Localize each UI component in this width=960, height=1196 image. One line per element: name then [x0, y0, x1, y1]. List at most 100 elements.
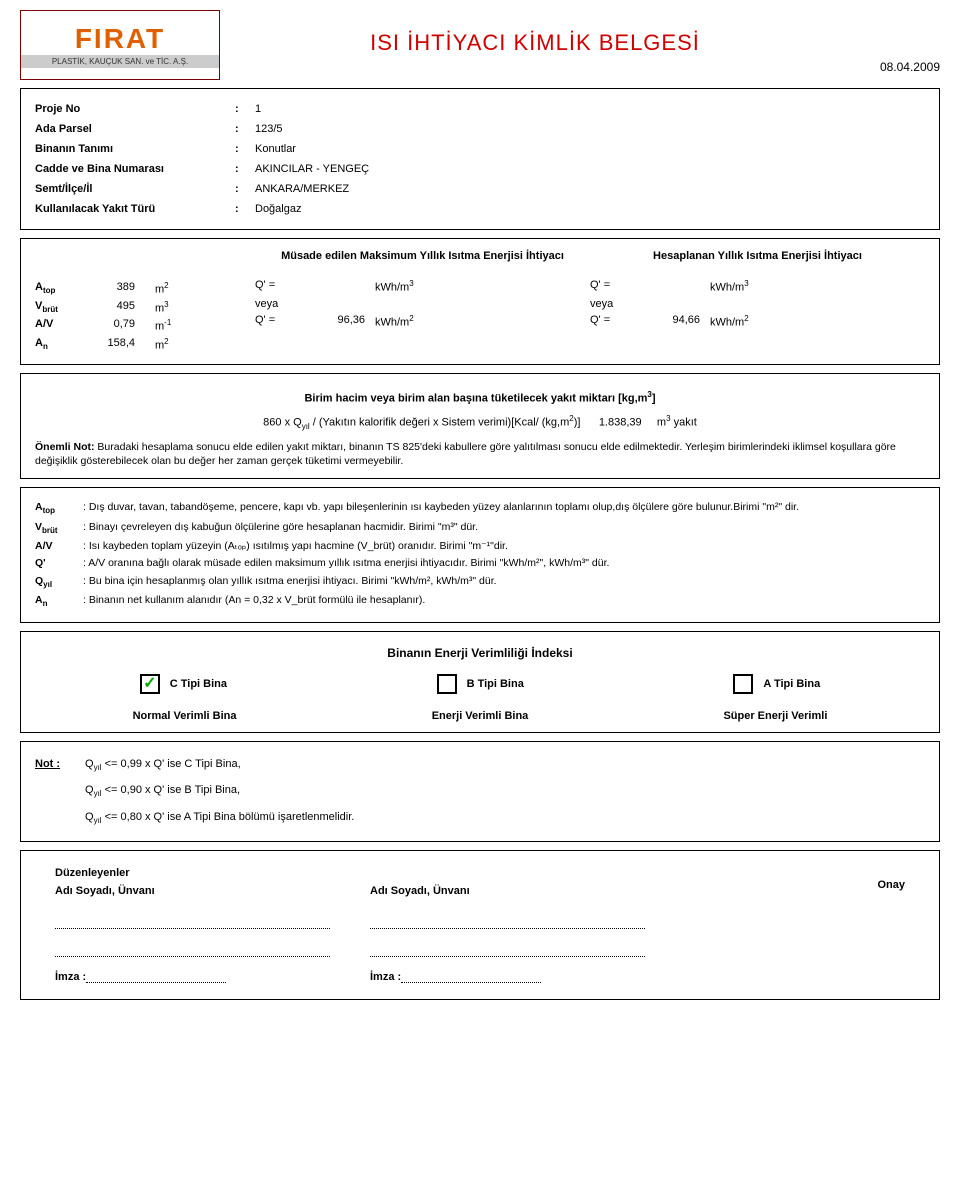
unit-atop: m2	[155, 281, 195, 296]
val-vbrut: 495	[85, 300, 155, 315]
index-b-sub: Enerji Verimli Bina	[432, 710, 529, 722]
doc-date: 08.04.2009	[850, 10, 940, 74]
q-label: Q' =	[255, 314, 315, 329]
q-label: Q' =	[255, 279, 315, 294]
index-c-sub: Normal Verimli Bina	[133, 710, 237, 722]
index-a: A Tipi Bina	[733, 674, 820, 694]
index-b: B Tipi Bina	[437, 674, 524, 694]
label-ada: Ada Parsel	[35, 123, 235, 135]
q-val-empty	[650, 279, 710, 294]
unit-av: m-1	[155, 318, 195, 333]
label-tanim: Binanın Tanımı	[35, 143, 235, 155]
checkbox-a-icon	[733, 674, 753, 694]
q-label: Q' =	[590, 314, 650, 329]
q-unit: kWh/m2	[710, 314, 749, 329]
value-yakit: Doğalgaz	[255, 203, 925, 215]
spacer	[370, 867, 645, 885]
imza-row: İmza :	[55, 971, 330, 983]
rule-2: Qyıl <= 0,90 x Q' ise B Tipi Bina,	[35, 778, 925, 804]
index-a-sub: Süper Enerji Verimli	[723, 710, 827, 722]
logo: FIRAT PLASTİK, KAUÇUK SAN. ve TİC. A.Ş.	[20, 10, 220, 80]
fuel-heading: Birim hacim veya birim alan başına tüket…	[35, 384, 925, 411]
value-semt: ANKARA/MERKEZ	[255, 183, 925, 195]
label-semt: Semt/İlçe/İl	[35, 183, 235, 195]
def-atop: Atop: Dış duvar, tavan, tabandöşeme, pen…	[35, 500, 925, 517]
sign-onay: Onay	[685, 867, 905, 897]
colon: :	[235, 103, 255, 115]
unit-vbrut: m3	[155, 300, 195, 315]
value-tanim: Konutlar	[255, 143, 925, 155]
sign-adi-1: Adı Soyadı, Ünvanı	[55, 885, 330, 915]
index-c-label: C Tipi Bina	[170, 678, 227, 690]
dotted-line	[55, 943, 330, 957]
val-atop: 389	[85, 281, 155, 296]
def-qyil: Qyıl: Bu bina için hesaplanmış olan yıll…	[35, 574, 925, 591]
colon: :	[235, 163, 255, 175]
label-cadde: Cadde ve Bina Numarası	[35, 163, 235, 175]
value-proje-no: 1	[255, 103, 925, 115]
label-proje-no: Proje No	[35, 103, 235, 115]
logo-text: FIRAT	[75, 23, 165, 55]
def-av: A/V: Isı kaybeden toplam yüzeyin (Aₜₒₚ) …	[35, 539, 925, 555]
sign-adi-2: Adı Soyadı, Ünvanı	[370, 885, 645, 915]
checkbox-c-icon: ✓	[140, 674, 160, 694]
def-vbrut: Vbrüt: Binayı çevreleyen dış kabuğun ölç…	[35, 520, 925, 537]
energy-block: Atop 389 m2 Vbrüt 495 m3 A/V 0,79 m-1 An…	[20, 238, 940, 365]
val-av: 0,79	[85, 318, 155, 333]
value-cadde: AKINCILAR - YENGEÇ	[255, 163, 925, 175]
allowed-energy-column: Müsade edilen Maksimum Yıllık Isıtma Ene…	[255, 249, 590, 354]
fuel-formula: 860 x Qyıl / (Yakıtın kalorifik değeri x…	[35, 410, 925, 441]
header: FIRAT PLASTİK, KAUÇUK SAN. ve TİC. A.Ş. …	[20, 10, 940, 80]
q-unit: kWh/m3	[375, 279, 414, 294]
rule-3: Qyıl <= 0,80 x Q' ise A Tipi Bina bölümü…	[35, 805, 925, 831]
colon: :	[235, 123, 255, 135]
veya: veya	[255, 298, 315, 310]
colon: :	[235, 183, 255, 195]
def-an: An: Binanın net kullanım alanıdır (An = …	[35, 593, 925, 610]
logo-subtext: PLASTİK, KAUÇUK SAN. ve TİC. A.Ş.	[21, 55, 219, 68]
efficiency-index-block: Binanın Enerji Verimliliği İndeksi ✓ C T…	[20, 631, 940, 733]
allowed-header: Müsade edilen Maksimum Yıllık Isıtma Ene…	[255, 249, 590, 263]
sign-duzenleyenler: Düzenleyenler	[55, 867, 330, 885]
fuel-note: Önemli Not: Buradaki hesaplama sonucu el…	[35, 441, 925, 468]
colon: :	[235, 203, 255, 215]
dotted-line	[55, 915, 330, 929]
val-an: 158,4	[85, 337, 155, 352]
imza-row: İmza :	[370, 971, 645, 983]
value-ada: 123/5	[255, 123, 925, 135]
index-title: Binanın Enerji Verimliliği İndeksi	[35, 642, 925, 674]
unit-an: m2	[155, 337, 195, 352]
label-yakit: Kullanılacak Yakıt Türü	[35, 203, 235, 215]
q-val: 94,66	[650, 314, 710, 329]
veya: veya	[590, 298, 650, 310]
q-val-empty	[315, 279, 375, 294]
q-val: 96,36	[315, 314, 375, 329]
geometry-column: Atop 389 m2 Vbrüt 495 m3 A/V 0,79 m-1 An…	[35, 249, 255, 354]
rules-block: Not : Qyıl <= 0,99 x Q' ise C Tipi Bina,…	[20, 741, 940, 842]
def-q: Q': A/V oranına bağlı olarak müsade edil…	[35, 556, 925, 572]
sign-col-2: Adı Soyadı, Ünvanı İmza :	[350, 861, 665, 989]
index-b-label: B Tipi Bina	[467, 678, 524, 690]
project-info-block: Proje No : 1 Ada Parsel : 123/5 Binanın …	[20, 88, 940, 230]
colon: :	[235, 143, 255, 155]
index-c: ✓ C Tipi Bina	[140, 674, 227, 694]
calculated-energy-column: Hesaplanan Yıllık Isıtma Enerjisi İhtiya…	[590, 249, 925, 354]
calculated-header: Hesaplanan Yıllık Isıtma Enerjisi İhtiya…	[590, 249, 925, 263]
definitions-block: Atop: Dış duvar, tavan, tabandöşeme, pen…	[20, 487, 940, 623]
q-unit: kWh/m2	[375, 314, 414, 329]
q-unit: kWh/m3	[710, 279, 749, 294]
sign-col-1: Düzenleyenler Adı Soyadı, Ünvanı İmza :	[35, 861, 350, 989]
fuel-block: Birim hacim veya birim alan başına tüket…	[20, 373, 940, 480]
sym-vbrut: Vbrüt	[35, 300, 85, 315]
page-title: ISI İHTİYACI KİMLİK BELGESİ	[240, 30, 830, 56]
sign-col-onay: Onay	[665, 861, 925, 989]
sym-av: A/V	[35, 318, 85, 333]
signature-block: Düzenleyenler Adı Soyadı, Ünvanı İmza : …	[20, 850, 940, 1000]
dotted-line	[370, 915, 645, 929]
rule-1: Not : Qyıl <= 0,99 x Q' ise C Tipi Bina,	[35, 752, 925, 778]
sym-an: An	[35, 337, 85, 352]
sym-atop: Atop	[35, 281, 85, 296]
q-label: Q' =	[590, 279, 650, 294]
dotted-line	[370, 943, 645, 957]
checkbox-b-icon	[437, 674, 457, 694]
